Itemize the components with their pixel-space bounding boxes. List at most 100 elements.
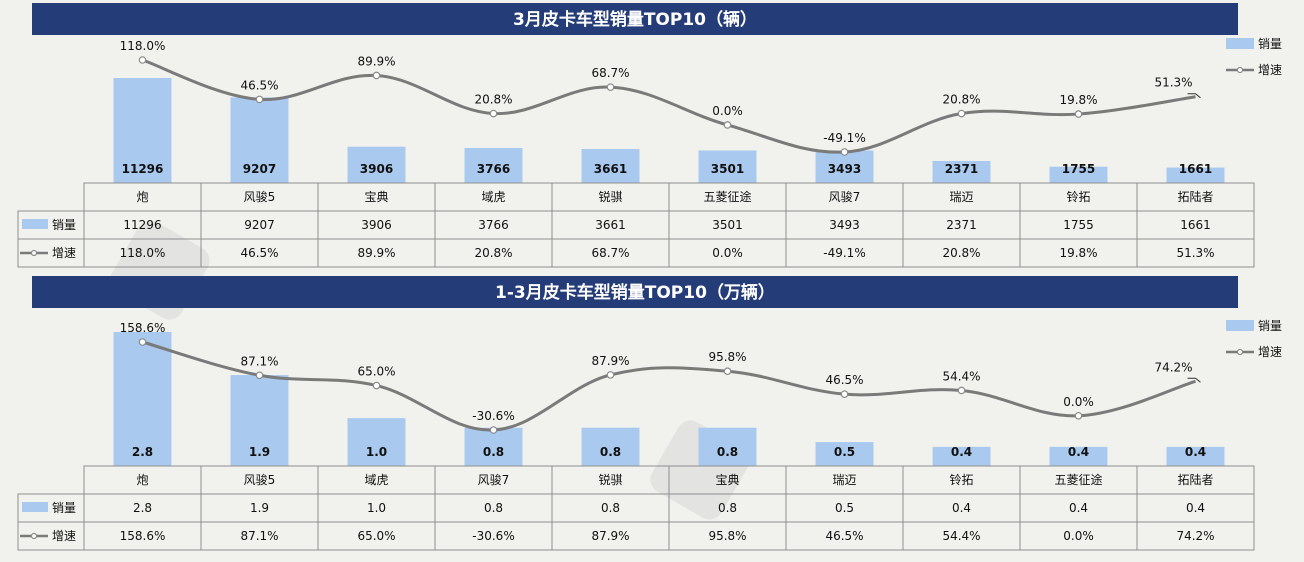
growth-value-label: 0.0% (1063, 395, 1094, 409)
bars-group (113, 332, 1225, 466)
watermark (110, 220, 750, 520)
growth-point (957, 386, 966, 395)
category-label: 拓陆者 (1177, 189, 1213, 204)
bar (1049, 446, 1108, 466)
table-cell-sales: 0.8 (601, 501, 620, 515)
bar-value-label: 3906 (360, 162, 393, 176)
category-label: 宝典 (364, 190, 388, 204)
bar (230, 97, 289, 183)
category-label: 瑞迈 (832, 473, 856, 487)
category-label: 风骏7 (478, 473, 510, 487)
title-bar (32, 3, 1238, 35)
table-cell-growth: 51.3% (1176, 246, 1214, 260)
sales-key (22, 219, 48, 229)
bar (347, 418, 406, 466)
table-cell-sales: 1.9 (250, 501, 269, 515)
growth-point (372, 71, 381, 80)
sales-key (22, 502, 48, 512)
bar (230, 375, 289, 466)
growth-value-label: 65.0% (357, 365, 395, 379)
table-cell-growth: 68.7% (591, 246, 629, 260)
table-cell-sales: 2.8 (133, 501, 152, 515)
bar-value-label: 9207 (243, 162, 276, 176)
category-label: 五菱征途 (703, 189, 751, 204)
table-cell-sales: 1661 (1180, 218, 1211, 232)
bar-value-label: 2.8 (132, 445, 153, 459)
growth-value-label: 95.8% (708, 350, 746, 364)
category-label: 炮 (136, 190, 148, 204)
legend-sales-label: 销量 (1258, 37, 1282, 51)
table-cell-growth: 87.1% (240, 529, 278, 543)
table-cell-growth: 74.2% (1176, 529, 1214, 543)
panel-monthly: 3月皮卡车型销量TOP10（辆） 11296 9207 3906 3766 3661 35… (17, 3, 1282, 268)
bar-value-label: 3501 (711, 162, 744, 176)
growth-point (1074, 411, 1083, 420)
bar (464, 147, 523, 183)
growth-point (606, 83, 615, 91)
panel-ytd: 1-3月皮卡车型销量TOP10（万辆） 2.8 1.9 1.0 0.8 0.8 0.8 0.… (17, 276, 1282, 551)
growth-point (840, 390, 849, 398)
growth-value-label: 74.2% (1154, 360, 1192, 374)
bar-value-label: 0.4 (951, 445, 972, 459)
growth-value-label: 46.5% (240, 78, 278, 92)
bar (113, 78, 172, 183)
bar-value-label: 2371 (945, 162, 978, 176)
table-cell-growth: 46.5% (825, 529, 863, 543)
growth-labels-group: 118.0% 46.5% 89.9% 20.8% 68.7% 0.0% -49.1% 20.8… (120, 39, 1193, 145)
table-cell-sales: 0.4 (952, 501, 971, 515)
category-label: 锐骐 (598, 190, 622, 204)
growth-value-label: 118.0% (120, 39, 166, 53)
table-cell-growth: 158.6% (120, 529, 166, 543)
legend-sales-swatch (1226, 38, 1254, 49)
growth-point (138, 56, 147, 64)
table-cell-sales: 1.0 (367, 501, 386, 515)
growth-point (723, 367, 732, 376)
table-cell-growth: 87.9% (591, 529, 629, 543)
table-cell-sales: 3493 (829, 218, 860, 232)
growth-value-label: 20.8% (474, 93, 512, 107)
legend-growth-point (1236, 348, 1244, 356)
category-label: 瑞迈 (949, 190, 973, 204)
table-cell-sales: 0.8 (718, 501, 737, 515)
table-cell-growth: 0.0% (712, 246, 743, 260)
table-cell-sales: 2371 (946, 218, 977, 232)
growth-point (489, 109, 498, 118)
table-cell-sales: 0.4 (1186, 501, 1205, 515)
title-bar (32, 276, 1238, 308)
row-label-sales: 销量 (52, 501, 76, 515)
growth-value-label: 46.5% (825, 373, 863, 387)
table-cell-growth: -49.1% (823, 246, 865, 260)
table-cell-growth: 118.0% (120, 246, 166, 260)
data-table: 炮 2.8 158.6% 风骏5 1.9 87.1% 域虎 1.0 65.0% 风骏7 0.8 -30… (17, 465, 1255, 551)
growth-value-label: 68.7% (591, 66, 629, 80)
table-cell-sales: 0.5 (835, 501, 854, 515)
bar-value-label: 1661 (1179, 162, 1212, 176)
data-table: 炮 11296 118.0% 风骏5 9207 46.5% 宝典 3906 89.9% 域虎 376… (17, 182, 1255, 268)
bar-value-label: 11296 (122, 162, 164, 176)
category-label: 炮 (136, 473, 148, 487)
bar (815, 442, 874, 466)
legend-growth-label: 增速 (1258, 345, 1282, 359)
growth-value-label: 87.1% (240, 354, 278, 368)
chart-title: 1-3月皮卡车型销量TOP10（万辆） (495, 282, 775, 303)
table-cell-sales: 3661 (595, 218, 626, 232)
category-label: 风骏5 (244, 473, 276, 487)
bar (698, 150, 757, 183)
growth-line (142, 340, 1196, 432)
table-cell-sales: 3906 (361, 218, 392, 232)
bar (1166, 446, 1225, 466)
bar (1049, 166, 1108, 183)
bar (347, 146, 406, 183)
growth-value-label: 89.9% (357, 54, 395, 68)
growth-point (138, 338, 147, 346)
growth-value-label: 20.8% (942, 93, 980, 107)
bar-value-label: 3661 (594, 162, 627, 176)
bar-labels-group: 2.8 1.9 1.0 0.8 0.8 0.8 0.5 0.4 0.4 0.4 (132, 445, 1206, 459)
growth-points-group (138, 56, 1201, 156)
growth-value-label: 51.3% (1154, 76, 1192, 90)
table-cell-sales: 1755 (1063, 218, 1094, 232)
row-label-growth: 增速 (52, 246, 76, 260)
growth-point (255, 95, 264, 104)
table-cell-sales: 3766 (478, 218, 509, 232)
